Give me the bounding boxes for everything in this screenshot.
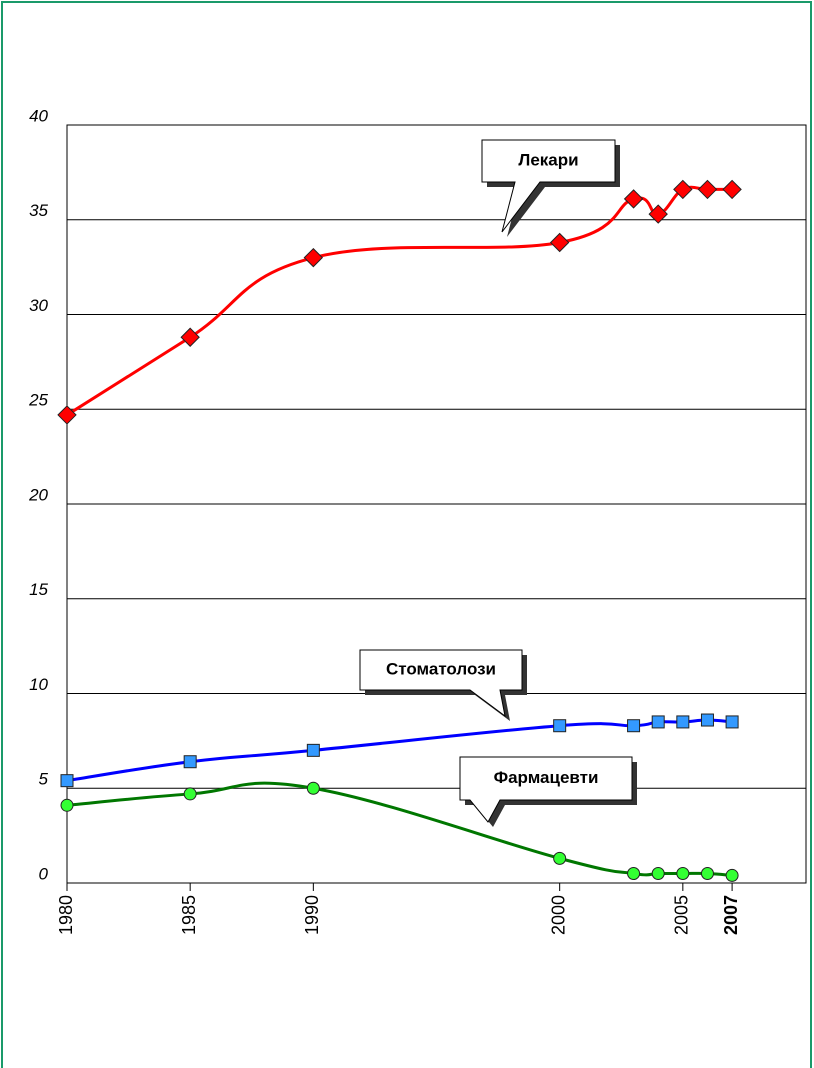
marker (697, 179, 718, 200)
marker (553, 719, 567, 733)
marker (676, 867, 690, 881)
marker (651, 715, 665, 729)
marker (60, 774, 74, 788)
marker (700, 713, 714, 727)
y-tick-label: 15 (29, 580, 48, 599)
x-tick-label: 1985 (179, 895, 199, 935)
y-tick-label: 35 (29, 201, 48, 220)
series-line (66, 185, 733, 417)
marker (183, 787, 197, 801)
marker (57, 405, 77, 425)
x-tick-label: 1980 (56, 895, 76, 935)
y-tick-label: 0 (39, 864, 49, 883)
y-tick-label: 40 (29, 106, 48, 125)
series-line (66, 718, 733, 783)
marker (627, 719, 641, 733)
marker (700, 867, 714, 881)
marker (648, 204, 668, 224)
marker (725, 868, 739, 882)
legend-label: Лекари (518, 150, 578, 169)
marker (673, 179, 693, 200)
marker (676, 715, 690, 729)
marker (549, 232, 570, 253)
callout (459, 756, 633, 823)
marker (306, 781, 320, 795)
legend-label: Стоматолози (386, 659, 496, 678)
callout (359, 649, 523, 718)
x-tick-label: 2007 (721, 895, 741, 935)
y-tick-label: 25 (28, 391, 48, 410)
x-tick-label: 1990 (302, 895, 322, 935)
y-tick-label: 20 (28, 485, 48, 504)
y-tick-label: 10 (29, 675, 48, 694)
callout (481, 139, 616, 233)
x-tick-label: 2005 (672, 895, 692, 935)
marker (725, 715, 739, 729)
series-line (66, 781, 733, 877)
marker (553, 851, 567, 865)
x-tick-label: 2000 (548, 895, 568, 935)
marker (183, 755, 197, 769)
marker (60, 798, 74, 812)
marker (303, 247, 324, 268)
marker (722, 179, 742, 200)
marker (651, 867, 665, 881)
legend-label: Фармацевти (494, 768, 599, 787)
marker (306, 743, 320, 757)
plot-area (66, 124, 807, 884)
marker (627, 867, 641, 881)
y-tick-label: 5 (39, 770, 49, 789)
marker (180, 327, 200, 347)
y-tick-label: 30 (29, 296, 48, 315)
marker (623, 189, 644, 209)
